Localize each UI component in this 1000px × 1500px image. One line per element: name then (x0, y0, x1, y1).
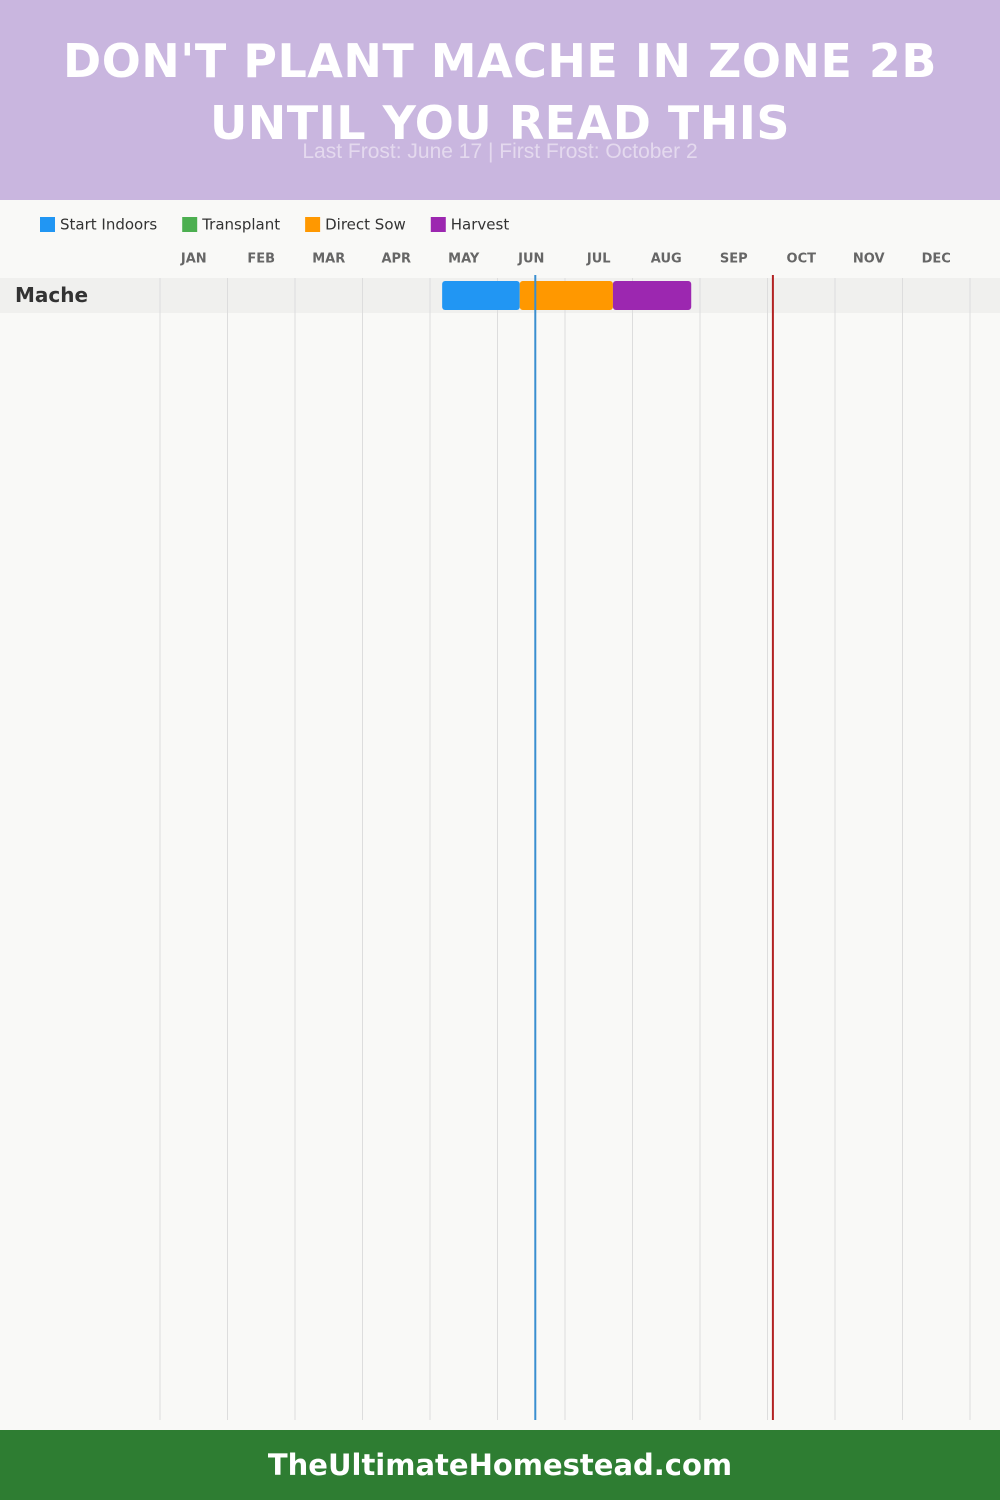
legend-swatch (40, 217, 55, 232)
bar-segment (612, 281, 692, 310)
month-label: OCT (787, 252, 817, 267)
month-label: FEB (247, 252, 275, 267)
bar-segment (519, 281, 613, 310)
month-label: JUL (586, 252, 611, 267)
header: DON'T PLANT MACHE IN ZONE 2B UNTIL YOU R… (0, 0, 1000, 200)
subtitle: Last Frost: June 17 | First Frost: Octob… (302, 140, 698, 163)
month-label: AUG (651, 252, 682, 267)
legend-swatch (430, 217, 446, 232)
legend-label: Start Indoors (60, 216, 157, 234)
month-label: JUN (517, 252, 544, 267)
month-label: MAR (312, 252, 345, 267)
month-label: APR (381, 252, 411, 267)
legend-swatch (305, 217, 321, 232)
chart: Start Indoors Transplant Direct Sow Harvest… (0, 216, 1000, 1420)
legend-label: Direct Sow (325, 216, 406, 234)
month-label: DEC (922, 252, 951, 267)
row-label: Mache (15, 283, 88, 307)
bar-segment (442, 281, 520, 310)
legend-swatch (182, 217, 198, 232)
footer: TheUltimateHomestead.com (0, 1430, 1000, 1500)
legend-label: Harvest (451, 216, 510, 234)
month-label: JAN (180, 252, 207, 267)
title: DON'T PLANT MACHE IN ZONE 2B UNTIL YOU R… (63, 34, 937, 150)
month-label: NOV (853, 252, 885, 267)
month-label: SEP (720, 252, 748, 267)
legend-label: Transplant (201, 216, 280, 234)
month-label: MAY (448, 252, 480, 267)
